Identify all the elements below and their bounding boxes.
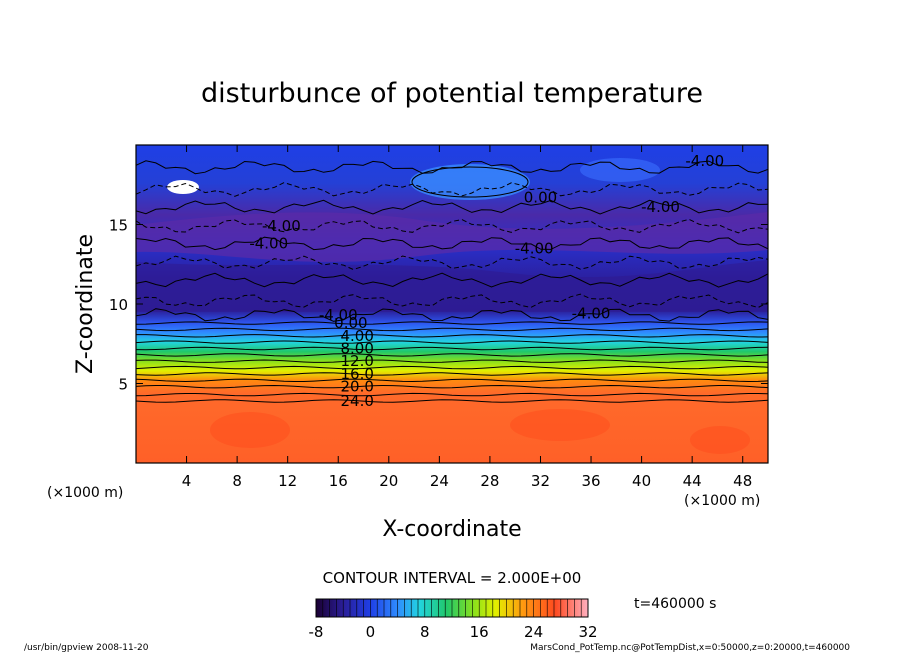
contour-line	[136, 365, 768, 370]
x-tick-label: 8	[232, 472, 242, 490]
x-tick-label: 16	[329, 472, 348, 490]
contour-label: 4.00	[340, 327, 373, 345]
contour-line	[136, 182, 768, 197]
contour-line	[136, 384, 768, 389]
contour-label: 24.0	[340, 392, 373, 410]
colorbar-tick-label: 24	[524, 623, 543, 641]
colorbar-tick-label: -8	[309, 623, 324, 641]
x-tick-label: 12	[278, 472, 297, 490]
contour-line	[136, 308, 768, 322]
contour-interval: CONTOUR INTERVAL = 2.000E+00	[323, 569, 582, 587]
x-tick-label: 44	[683, 472, 702, 490]
contour-line	[136, 378, 768, 383]
contour-line	[136, 399, 768, 403]
contour-line	[136, 392, 768, 397]
contour-line	[136, 359, 768, 363]
contour-line	[136, 321, 768, 325]
contour-line	[136, 255, 768, 271]
colorbar-tick-label: 0	[366, 623, 376, 641]
y-axis-label: Z-coordinate	[73, 234, 98, 374]
colorbar-tick-label: 16	[470, 623, 489, 641]
x-tick-label: 28	[480, 472, 499, 490]
purple-band-upper	[136, 212, 768, 262]
x-tick-label: 48	[733, 472, 752, 490]
chart-title: disturbunce of potential temperature	[201, 78, 703, 109]
x-tick-label: 32	[531, 472, 550, 490]
contour-lines	[136, 160, 768, 403]
contour-line	[136, 272, 768, 288]
x-tick-label: 20	[379, 472, 398, 490]
y-tick-label: 5	[118, 376, 128, 394]
contour-labels: -4.00-4.00 -4.000.00-4.00-4.00-4.00-4.000…	[249, 152, 724, 410]
colorbar-tick-label: 8	[420, 623, 430, 641]
colorbar-tick-label: 32	[578, 623, 597, 641]
contour-line	[136, 340, 768, 344]
colorbar-stripes	[322, 599, 582, 617]
purple-band-lower	[136, 260, 768, 312]
contour-line	[136, 218, 768, 234]
time-label: t=460000 s	[634, 596, 716, 612]
contour-label: -4.00	[685, 152, 724, 170]
x-unit-left: (×1000 m)	[47, 485, 123, 501]
footer-left: /usr/bin/gpview 2008-11-20	[24, 643, 149, 653]
warm-patches	[210, 409, 750, 454]
colorbar-ticks: -8 0 8 16 24 32	[309, 623, 598, 641]
x-axis-label: X-coordinate	[382, 517, 521, 542]
y-tick-label: 15	[109, 217, 128, 235]
contour-label: -4.00	[515, 239, 554, 257]
contour-line	[136, 327, 768, 332]
x-axis: 4 8 12 16 20 24 28 32 36 40 44 48	[182, 145, 752, 490]
x-tick-label: 24	[430, 472, 449, 490]
contour-loop	[411, 166, 529, 198]
footer-right: MarsCond_PotTemp.nc@PotTempDist,x=0:5000…	[530, 643, 850, 653]
contour-line	[136, 353, 768, 357]
y-tick-label: 10	[109, 296, 128, 314]
contour-line	[136, 346, 768, 351]
x-tick-label: 40	[632, 472, 651, 490]
contour-label: 0.00	[334, 314, 367, 332]
x-tick-label: 4	[182, 472, 192, 490]
contour-label: -4.00	[319, 306, 358, 324]
white-gap	[167, 180, 199, 194]
light-blue-blob	[410, 164, 530, 200]
x-tick-label: 36	[581, 472, 600, 490]
x-unit-right: (×1000 m)	[684, 493, 760, 509]
y-axis: 5 10 15	[109, 217, 768, 394]
contour-label: 12.0	[340, 352, 373, 370]
contour-line	[136, 372, 768, 376]
contour-line	[136, 293, 768, 309]
light-blue-blob-2	[580, 158, 660, 182]
contour-line	[136, 236, 768, 251]
plot-field: -4.00-4.00 -4.000.00-4.00-4.00-4.00-4.000…	[136, 145, 768, 463]
contour-label: -4.00	[572, 305, 611, 323]
contour-line	[136, 334, 768, 338]
contour-label: -4.00	[249, 235, 288, 253]
contour-label: 20.0	[340, 378, 373, 396]
contour-label: -4.00	[262, 217, 301, 235]
contour-label: 16.0	[340, 365, 373, 383]
contour-label: 8.00	[340, 340, 373, 358]
contour-label: 0.00	[524, 188, 557, 206]
contour-line	[136, 199, 768, 215]
contour-label: -4.00	[641, 198, 680, 216]
